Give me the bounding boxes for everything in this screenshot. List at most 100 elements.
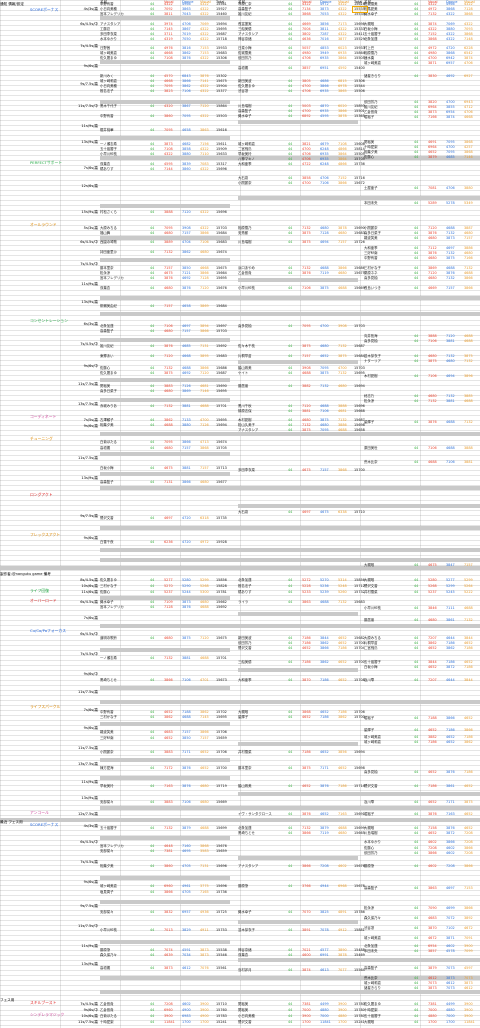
- cell-vi[interactable]: 7077: [338, 968, 347, 972]
- cell-tt[interactable]: 15700: [354, 641, 365, 645]
- cell-da[interactable]: 3874: [446, 115, 455, 119]
- cell-tt[interactable]: 15708: [354, 678, 365, 682]
- cell-vo[interactable]: 7095: [164, 440, 173, 444]
- cell-da[interactable]: 3850: [182, 266, 191, 270]
- cell-nm[interactable]: 渋谷凛: [238, 89, 249, 93]
- cell-nm[interactable]: 堀裕子: [364, 716, 375, 720]
- cell-vo[interactable]: 7157: [302, 354, 311, 358]
- cell-lv[interactable]: 44: [414, 944, 419, 948]
- cell-vo[interactable]: 7186: [302, 750, 311, 754]
- cell-vi[interactable]: 4680: [338, 831, 347, 835]
- cell-lv[interactable]: 44: [150, 389, 155, 393]
- table-row[interactable]: 難波笑美 44 4683 7157 3866 15706: [100, 730, 230, 735]
- cell-nm[interactable]: 二宮飛鳥: [238, 147, 252, 151]
- cell-vi[interactable]: 4652: [464, 812, 473, 816]
- cell-vi[interactable]: 3875: [464, 800, 473, 804]
- cell-vi[interactable]: 3900: [464, 944, 473, 948]
- skill-condition-label[interactable]: 11s/9s/高: [81, 944, 98, 948]
- cell-da[interactable]: 3876: [446, 271, 455, 275]
- cell-vo[interactable]: 3846: [428, 606, 437, 610]
- cell-lv[interactable]: 44: [414, 886, 419, 890]
- cell-vo[interactable]: 4636: [302, 37, 311, 41]
- skill-group-label[interactable]: ライフ回復: [30, 588, 49, 593]
- cell-vo[interactable]: 3874: [428, 22, 437, 26]
- cell-vo[interactable]: 3891: [302, 928, 311, 932]
- table-row[interactable]: 松山久美子 44 7132 4680 3886 15698: [238, 423, 368, 428]
- cell-vi[interactable]: 4688: [338, 826, 347, 830]
- table-row[interactable]: 井村雪菜 44 7186 4652 3856 15694: [238, 750, 368, 755]
- cell-lv[interactable]: 44: [288, 22, 293, 26]
- cell-da[interactable]: 4688: [320, 266, 329, 270]
- cell-lv[interactable]: 44: [150, 329, 155, 333]
- cell-vo[interactable]: 6954: [428, 944, 437, 948]
- cell-lv[interactable]: 44: [414, 584, 419, 588]
- cell-vi[interactable]: 7120: [200, 286, 209, 290]
- cell-vi[interactable]: 4322: [338, 7, 347, 11]
- cell-tt[interactable]: 15856: [354, 578, 365, 582]
- cell-lv[interactable]: 44: [288, 66, 293, 70]
- cell-vo[interactable]: 4683: [164, 730, 173, 734]
- cell-vo[interactable]: 7381: [164, 849, 173, 853]
- cell-tt[interactable]: 15674: [216, 440, 227, 444]
- cell-vo[interactable]: 3711: [164, 32, 173, 36]
- cell-vo[interactable]: 3860: [164, 114, 173, 118]
- table-row[interactable]: 藤原肇4446027208386615676: [364, 864, 480, 869]
- cell-da[interactable]: 3876: [182, 784, 191, 788]
- cell-vo[interactable]: 5057: [302, 46, 311, 50]
- cell-nm[interactable]: 本田未央: [364, 949, 378, 953]
- cell-tt[interactable]: 15909: [216, 147, 227, 151]
- cell-vi[interactable]: 3900: [464, 1014, 473, 1018]
- skill-condition-label[interactable]: 7s/5s/高: [83, 418, 98, 422]
- cell-tt[interactable]: 15700: [216, 766, 227, 770]
- cell-nm[interactable]: 大石泉: [238, 510, 249, 514]
- cell-vi[interactable]: 5299: [200, 578, 209, 582]
- cell-lv[interactable]: 44: [150, 324, 155, 328]
- cell-vo[interactable]: 7172: [164, 766, 173, 770]
- cell-vo[interactable]: 4652: [428, 728, 437, 732]
- column-header-nm[interactable]: 名前: [364, 0, 372, 4]
- cell-da[interactable]: 3863: [182, 7, 191, 11]
- cell-nm[interactable]: 佐藤心: [364, 846, 375, 850]
- cell-lv[interactable]: 44: [288, 157, 293, 161]
- cell-vi[interactable]: 4652: [464, 660, 473, 664]
- cell-da[interactable]: 4688: [446, 266, 455, 270]
- table-row[interactable]: 五十嵐響子4448807000390015780: [364, 1014, 480, 1019]
- cell-da[interactable]: 6935: [320, 89, 329, 93]
- cell-vo[interactable]: 5237: [428, 590, 437, 594]
- table-row[interactable]: 高森藍子 44 4700 6935 3866 15501: [238, 109, 368, 114]
- cell-vo[interactable]: 3875: [302, 428, 311, 432]
- cell-lv[interactable]: 44: [414, 563, 419, 567]
- cell-lv[interactable]: 44: [414, 618, 419, 622]
- cell-da[interactable]: 3871: [446, 936, 455, 940]
- cell-nm[interactable]: 白坂小梅: [364, 665, 378, 669]
- cell-da[interactable]: 3816: [182, 46, 191, 50]
- cell-nm[interactable]: 依田芳乃: [238, 641, 252, 645]
- cell-da[interactable]: 3862: [320, 641, 329, 645]
- cell-nm[interactable]: 佐々木千枝: [238, 344, 255, 348]
- cell-tt[interactable]: 15696: [216, 167, 227, 171]
- cell-da[interactable]: 3876: [320, 784, 329, 788]
- cell-vo[interactable]: 4322: [428, 27, 437, 31]
- cell-vo[interactable]: 7109: [164, 600, 173, 604]
- cell-vi[interactable]: 3868: [464, 32, 473, 36]
- cell-nm[interactable]: 白坂小梅: [364, 27, 378, 31]
- table-row[interactable]: 鷺沢文香4471863861465215699: [364, 784, 480, 789]
- cell-tt[interactable]: 15856: [216, 578, 227, 582]
- cell-vi[interactable]: 6815: [338, 79, 347, 83]
- cell-tt[interactable]: 15686: [216, 366, 227, 370]
- table-row[interactable]: 西園寺琴歌 44 3889 4704 7106 15683: [100, 240, 230, 245]
- cell-lv[interactable]: 44: [288, 423, 293, 427]
- cell-tt[interactable]: 15718: [216, 37, 227, 41]
- cell-nm[interactable]: 木村夏樹: [238, 418, 252, 422]
- cell-vi[interactable]: 4866: [338, 162, 347, 166]
- cell-lv[interactable]: 44: [150, 271, 155, 275]
- cell-lv[interactable]: 44: [414, 1008, 419, 1012]
- cell-lv[interactable]: 44: [150, 446, 155, 450]
- cell-tt[interactable]: 15676: [216, 286, 227, 290]
- cell-da[interactable]: 4322: [446, 32, 455, 36]
- table-row[interactable]: 輿水幸子 44 7070 3825 4891 15786: [238, 910, 368, 915]
- cell-lv[interactable]: 44: [414, 846, 419, 850]
- cell-vi[interactable]: 7186: [338, 646, 347, 650]
- table-row[interactable]: 喜多見柚4471063881468815675: [364, 339, 480, 344]
- table-row[interactable]: 二宮飛鳥 44 4700 6248 4866 15814: [238, 147, 368, 152]
